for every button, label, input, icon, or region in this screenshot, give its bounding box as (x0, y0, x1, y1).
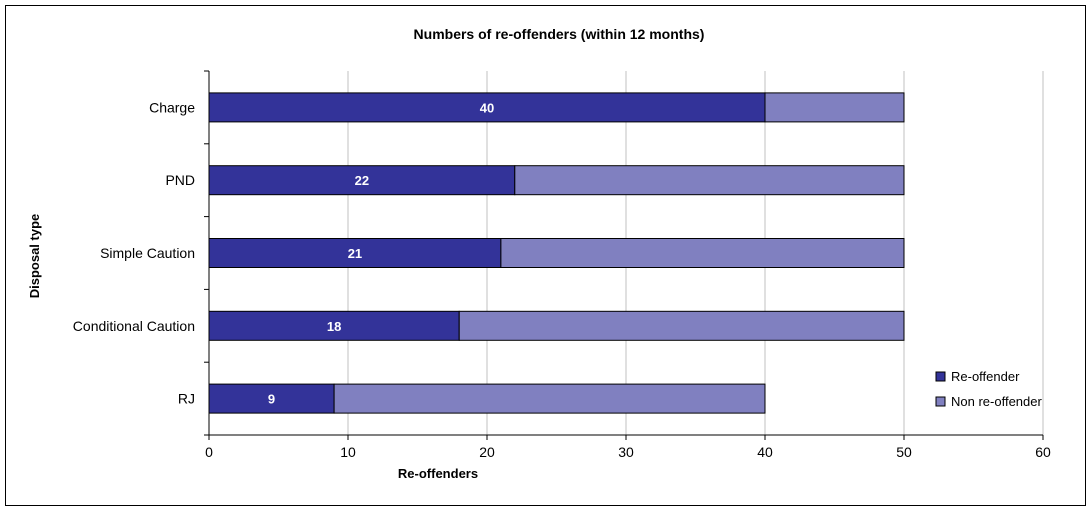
y-tick-label: Simple Caution (100, 245, 195, 261)
bar (764, 92, 905, 123)
legend: Re-offender Non re-offender (935, 369, 1042, 409)
bar (458, 310, 905, 341)
data-label: 9 (268, 392, 275, 407)
bars (208, 92, 905, 414)
x-tick-label: 40 (757, 444, 773, 460)
chart-frame: Numbers of re-offenders (within 12 month… (5, 5, 1086, 506)
x-tick-label: 30 (618, 444, 634, 460)
y-tick-label: RJ (178, 391, 195, 407)
data-label: 21 (348, 246, 362, 261)
data-label: 18 (327, 319, 341, 334)
bar (514, 165, 905, 196)
legend-label: Non re-offender (951, 394, 1042, 409)
legend-swatch (935, 396, 946, 407)
data-label: 22 (355, 173, 369, 188)
chart-svg: Numbers of re-offenders (within 12 month… (27, 26, 1051, 481)
bar (208, 310, 460, 341)
legend-label: Re-offender (951, 369, 1020, 384)
x-axis-title: Re-offenders (398, 466, 478, 481)
labels: 40 Charge 22 PND 21 Simple Caution 18 Condition… (73, 99, 1051, 460)
y-tick-label: PND (165, 172, 195, 188)
legend-swatch (935, 371, 946, 382)
chart-title: Numbers of re-offenders (within 12 month… (414, 26, 705, 42)
x-tick-label: 20 (479, 444, 495, 460)
bar (208, 383, 335, 414)
x-tick-label: 50 (896, 444, 912, 460)
x-tick-label: 60 (1035, 444, 1051, 460)
bar (500, 238, 905, 268)
bar (208, 92, 766, 123)
y-tick-label: Conditional Caution (73, 318, 195, 334)
x-tick-label: 10 (340, 444, 356, 460)
bar (333, 383, 766, 414)
axes (204, 70, 1044, 440)
y-tick-label: Charge (149, 99, 195, 115)
x-tick-label: 0 (205, 444, 213, 460)
y-axis-title: Disposal type (27, 214, 42, 299)
data-label: 40 (480, 100, 494, 115)
